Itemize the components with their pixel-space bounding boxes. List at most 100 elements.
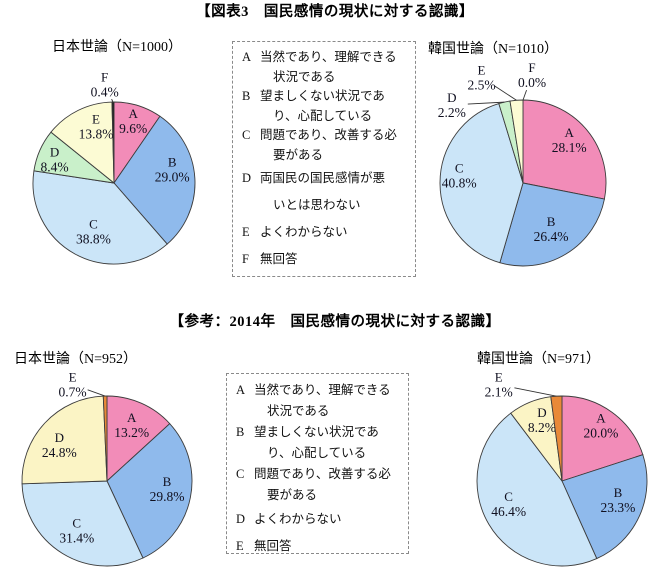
legend-entry-D: D 両国民の国民感情が悪 いとは思わない [242,165,406,219]
slice-label-percent: 31.4% [59,530,94,545]
slice-label-letter: E [478,62,486,77]
legend-text: 望ましくない状況であ り、心配している [254,425,379,460]
pie-slice-B [106,423,193,559]
legend-entry-C: C 問題であり、改善する必 要がある [236,464,399,506]
slice-label-percent: 23.3% [600,500,635,515]
legend-text: よくわからない [260,225,348,239]
legend-text: 無回答 [254,539,292,553]
label-leader-line [494,85,517,101]
slice-label-percent: 13.8% [79,126,114,141]
slice-label-percent: 8.2% [528,420,556,435]
pie-chart-japan-2014: A13.2% B29.8% C31.4% D24.8% E0.7% [21,370,193,567]
label-leader-line [467,101,505,105]
legend-entry-D: D よくわからない [236,506,399,533]
label-leader-line [522,89,527,101]
slice-label-letter: C [72,515,81,530]
chart-title-japan-current: 日本世論（N=1000） [52,40,183,55]
pie-chart-korea-current: A28.1% B26.4% C40.8% D2.2% E2.5% F0.0% [438,60,607,267]
slice-label-percent: 2.1% [485,385,513,400]
slice-label-letter: C [89,216,98,231]
slice-label-letter: A [596,410,606,425]
slice-label-letter: E [69,370,77,385]
legend-text: 問題であり、改善する必 要がある [260,128,397,162]
slice-label-letter: D [537,405,546,420]
figure-title: 【図表3 国民感情の現状に対する認識】 [196,4,474,20]
slice-label-percent: 46.4% [491,504,526,519]
slice-label-letter: D [55,430,64,445]
slice-label-letter: F [101,70,108,85]
slice-label-percent: 13.2% [114,425,149,440]
label-leader-line [87,389,106,397]
pie-slice-A [561,395,644,482]
legend-key: A [242,50,252,64]
slice-label-letter: E [495,370,503,385]
slice-label-letter: B [168,155,177,170]
legend-key: B [236,425,245,439]
pie-slice-B [561,454,648,560]
slice-label-percent: 9.6% [119,121,147,136]
legend-key: F [242,252,249,266]
pie-slice-C [21,480,144,567]
slice-label-letter: B [163,474,172,489]
legend-text: 問題であり、改善する必 要がある [254,467,391,502]
pie-slice-B [113,115,196,245]
pie-slice-C [476,412,598,567]
section-title-2014: 【参考：2014年 国民感情の現状に対する認識】 [169,314,501,330]
slice-label-percent: 0.0% [518,75,546,90]
slice-label-percent: 28.1% [552,140,587,155]
legend-entry-B: B 望ましくない状況であ り、心配している [242,87,406,126]
pie-slice-E [102,395,108,482]
legend-key: C [236,467,245,481]
pie-chart-japan-current: A9.6% B29.0% C38.8% D8.4% E13.8% F0.4% [32,70,196,265]
pie-slice-C [439,103,524,264]
legend-key: B [242,89,251,103]
legend-entry-A: A 当然であり、理解できる 状況である [236,380,399,422]
label-leader-line [111,98,114,103]
slice-label-percent: 0.4% [91,85,119,100]
slice-label-percent: 8.4% [41,160,69,175]
legend-entry-A: A 当然であり、理解できる 状況である [242,48,406,87]
slice-label-percent: 38.8% [76,231,111,246]
slice-label-letter: C [504,489,513,504]
chart-title-korea-2014: 韓国世論（N=971） [477,352,601,367]
legend-entry-E: E 無回答 [236,533,399,560]
legend-key: E [242,225,250,239]
slice-label-letter: D [447,90,456,105]
slice-label-letter: B [547,214,556,229]
slice-label-letter: C [455,160,464,175]
legend-key: A [236,383,246,397]
legend-key: D [236,512,246,526]
slice-label-percent: 29.0% [155,170,190,185]
slice-label-letter: A [129,106,139,121]
legend-key: E [236,539,244,553]
legend-text: 無回答 [260,252,298,266]
slice-label-letter: B [614,485,623,500]
legend-box-2014: A 当然であり、理解できる 状況である B 望ましくない状況であ り、心配している C 問題で… [226,373,409,554]
slice-label-percent: 40.8% [442,175,477,190]
legend-entry-C: C 問題であり、改善する必 要がある [242,126,406,165]
pie-slice-D [21,395,108,485]
slice-label-percent: 0.7% [59,385,87,400]
pie-slice-C [32,170,168,265]
pie-slice-B [499,182,605,267]
chart-title-korea-current: 韓国世論（N=1010） [428,42,559,57]
slice-label-percent: 20.0% [584,425,619,440]
legend-text: 当然であり、理解できる 状況である [254,383,391,418]
slice-label-letter: A [564,125,574,140]
legend-text: 両国民の国民感情が悪 いとは思わない [260,171,386,212]
pie-slice-E [50,101,115,184]
legend-entry-B: B 望ましくない状況であ り、心配している [236,422,399,464]
chart-title-japan-2014: 日本世論（N=952） [14,352,138,367]
legend-entry-F: F 無回答 [242,246,406,273]
legend-box-current: A 当然であり、理解できる 状況である B 望ましくない状況であ り、心配している C 問題で… [232,41,416,277]
slice-label-letter: F [528,60,535,75]
pie-slice-A [522,99,607,200]
slice-label-letter: A [127,410,137,425]
legend-key: D [242,171,252,185]
legend-text: よくわからない [254,512,342,526]
pie-chart-korea-2014: A20.0% B23.3% C46.4% D8.2% E2.1% [476,370,648,567]
slice-label-letter: D [50,145,59,160]
legend-entry-E: E よくわからない [242,219,406,246]
pie-slice-A [106,395,171,483]
